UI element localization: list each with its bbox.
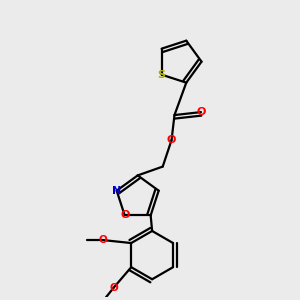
Text: O: O — [120, 210, 129, 220]
Text: O: O — [167, 135, 176, 145]
Text: O: O — [196, 107, 206, 117]
Text: O: O — [109, 283, 118, 293]
Text: N: N — [112, 186, 121, 196]
Text: S: S — [158, 70, 166, 80]
Text: O: O — [99, 235, 108, 245]
